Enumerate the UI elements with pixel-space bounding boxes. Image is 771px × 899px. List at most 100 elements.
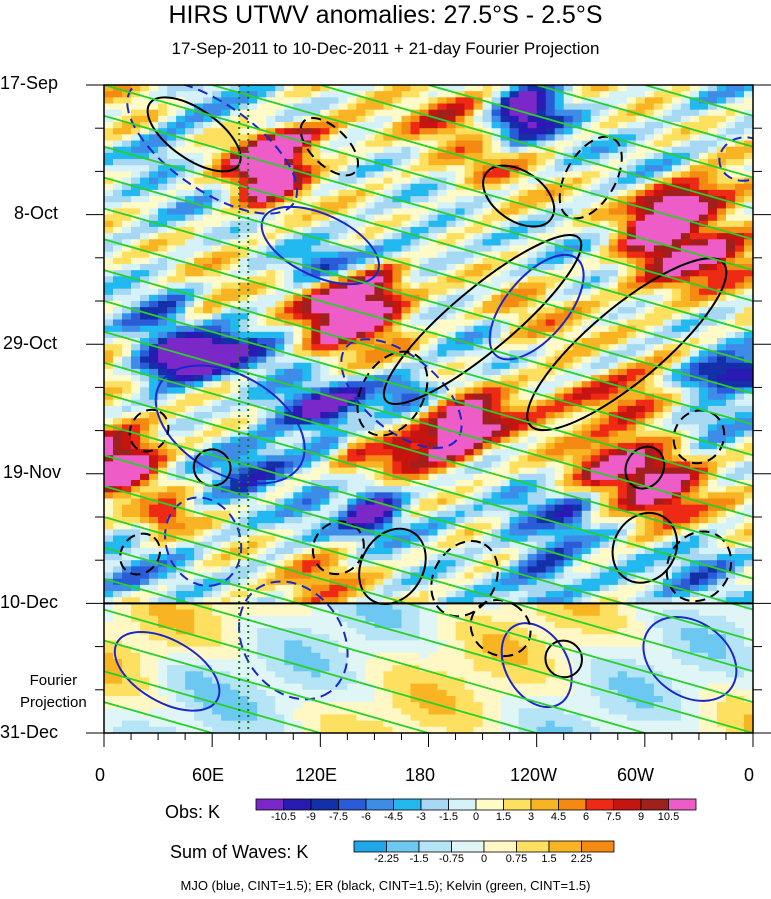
heatmap-cell: [680, 226, 691, 234]
heatmap-cell: [185, 405, 195, 413]
heatmap-cell: [473, 288, 484, 296]
heatmap-cell: [662, 214, 673, 222]
heatmap-cell: [725, 263, 736, 271]
heatmap-cell: [140, 307, 150, 314]
heatmap-cell: [563, 189, 574, 197]
heatmap-cell: [635, 288, 646, 296]
heatmap-cell: [500, 449, 511, 456]
heatmap-cell: [608, 128, 619, 135]
heatmap-cell: [203, 350, 213, 358]
heatmap-cell: [554, 85, 565, 92]
heatmap-cell: [257, 189, 267, 197]
heatmap-cell: [446, 103, 457, 111]
heatmap-cell: [176, 270, 186, 277]
heatmap-cell: [293, 122, 303, 129]
heatmap-cell: [158, 282, 168, 290]
heatmap-cell: [716, 301, 727, 308]
heatmap-cell: [212, 356, 222, 364]
heatmap-cell: [212, 393, 222, 401]
heatmap-cell: [158, 245, 168, 253]
heatmap-cell: [644, 307, 655, 314]
heatmap-cell: [257, 442, 267, 450]
heatmap-cell: [698, 381, 709, 388]
heatmap-cell: [113, 276, 123, 284]
heatmap-cell: [473, 319, 484, 327]
heatmap-cell: [689, 344, 700, 351]
heatmap-cell: [185, 399, 195, 407]
heatmap-cell: [500, 146, 511, 154]
heatmap-cell: [356, 196, 367, 203]
heatmap-cell: [518, 128, 529, 135]
heatmap-cell: [230, 233, 240, 240]
heatmap-cell: [113, 251, 123, 259]
heatmap-cell: [320, 103, 330, 111]
heatmap-cell: [734, 399, 745, 407]
heatmap-cell: [149, 171, 159, 179]
heatmap-cell: [122, 128, 132, 135]
heatmap-cell: [374, 381, 385, 388]
heatmap-cell: [662, 146, 673, 154]
heatmap-cell: [707, 183, 718, 191]
heatmap-cell: [194, 412, 204, 419]
heatmap-cell: [572, 479, 583, 487]
heatmap-cell: [275, 171, 285, 179]
heatmap-cell: [599, 405, 610, 413]
heatmap-cell: [221, 430, 231, 438]
heatmap-cell: [491, 220, 502, 228]
heatmap-cell: [626, 220, 637, 228]
heatmap-cell: [383, 85, 394, 92]
heatmap-cell: [320, 307, 330, 314]
heatmap-cell: [203, 313, 213, 321]
heatmap-cell: [509, 405, 520, 413]
heatmap-cell: [248, 368, 258, 376]
heatmap-cell: [482, 405, 493, 413]
heatmap-cell: [482, 399, 493, 407]
heatmap-cell: [131, 381, 141, 388]
heatmap-cell: [581, 393, 592, 401]
heatmap-cell: [455, 442, 466, 450]
heatmap-cell: [194, 263, 204, 271]
heatmap-cell: [662, 245, 673, 253]
heatmap-cell: [374, 183, 385, 191]
heatmap-cell: [743, 430, 753, 438]
heatmap-cell: [374, 282, 385, 290]
heatmap-cell: [158, 233, 168, 240]
heatmap-cell: [113, 128, 123, 135]
heatmap-cell: [185, 393, 195, 401]
heatmap-cell: [428, 146, 439, 154]
heatmap-cell: [707, 424, 718, 432]
heatmap-cell: [482, 177, 493, 185]
heatmap-cell: [473, 301, 484, 308]
heatmap-cell: [482, 202, 493, 210]
heatmap-cell: [680, 307, 691, 314]
heatmap-cell: [194, 257, 204, 265]
heatmap-cell: [131, 498, 141, 506]
heatmap-cell: [716, 418, 727, 426]
heatmap-cell: [419, 319, 430, 327]
heatmap-cell: [734, 461, 745, 469]
heatmap-cell: [545, 473, 556, 481]
heatmap-cell: [734, 103, 745, 111]
heatmap-cell: [302, 251, 312, 259]
heatmap-cell: [590, 368, 601, 376]
heatmap-cell: [347, 103, 357, 111]
heatmap-cell: [734, 362, 745, 370]
heatmap-cell: [716, 245, 727, 253]
heatmap-cell: [194, 492, 204, 500]
heatmap-cell: [464, 313, 475, 321]
heatmap-cell: [104, 325, 114, 333]
heatmap-cell: [284, 510, 294, 518]
heatmap-cell: [554, 486, 565, 493]
heatmap-cell: [473, 109, 484, 117]
heatmap-cell: [230, 381, 240, 388]
heatmap-cell: [716, 97, 727, 105]
heatmap-cell: [293, 350, 303, 358]
heatmap-cell: [356, 492, 367, 500]
heatmap-cell: [356, 356, 367, 364]
heatmap-cell: [113, 399, 123, 407]
heatmap-cell: [446, 85, 457, 92]
heatmap-cell: [122, 301, 132, 308]
heatmap-cell: [581, 387, 592, 395]
heatmap-cell: [230, 393, 240, 401]
heatmap-cell: [680, 159, 691, 166]
